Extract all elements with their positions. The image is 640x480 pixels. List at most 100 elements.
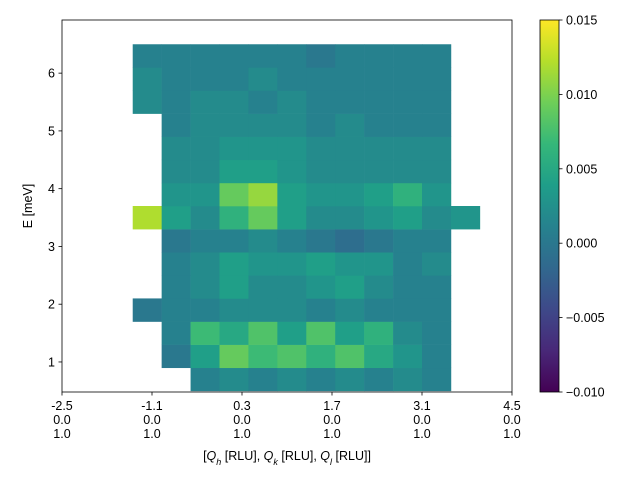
heatmap-cell	[161, 44, 191, 68]
heatmap-cell	[393, 252, 423, 276]
heatmap-cell	[422, 159, 452, 184]
x-axis-label: [Qh [RLU], Qk [RLU], Ql [RLU]]	[203, 449, 371, 467]
heatmap-cell	[364, 182, 394, 207]
heatmap-cell	[335, 136, 365, 161]
heatmap-cell	[190, 136, 220, 161]
x-tick-label: 1.0	[53, 427, 70, 441]
heatmap-cell	[422, 344, 452, 369]
heatmap-cell	[161, 298, 191, 322]
heatmap-cell	[364, 113, 394, 137]
heatmap-cell	[161, 275, 191, 299]
x-axis-label-part: Q	[320, 449, 330, 463]
heatmap-cell	[161, 252, 191, 276]
heatmap-cell	[450, 206, 481, 230]
heatmap-cell	[190, 90, 220, 114]
heatmap-cell	[190, 206, 220, 230]
heatmap-cell	[190, 182, 220, 207]
x-axis-label-part: l	[330, 457, 333, 467]
heatmap-cell	[364, 44, 394, 68]
axes-frame	[61, 19, 513, 393]
y-tick-label: 4	[48, 182, 55, 196]
heatmap-cell	[277, 67, 307, 91]
heatmap-cell	[190, 275, 220, 299]
heatmap-cell	[306, 275, 336, 299]
heatmap-cell	[306, 321, 336, 345]
x-axis-label-part: [RLU],	[221, 449, 263, 463]
heatmap-cell	[277, 275, 307, 299]
heatmap-cell	[306, 344, 336, 369]
heatmap-cell	[306, 206, 336, 230]
x-tick-label: 0.0	[503, 413, 520, 427]
heatmap-cell	[248, 90, 278, 114]
heatmap-cell	[219, 136, 249, 161]
heatmap-cell	[422, 113, 452, 137]
colorbar-tick-label: −0.010	[566, 386, 605, 400]
heatmap-cell	[364, 275, 394, 299]
colorbar-tick-label: −0.005	[566, 311, 605, 325]
heatmap-cell	[364, 67, 394, 91]
heatmap-cell	[364, 252, 394, 276]
heatmap-cell	[393, 298, 423, 322]
heatmap-cell	[335, 206, 365, 230]
heatmap-cell	[219, 159, 249, 184]
heatmap-cell	[248, 229, 278, 253]
heatmap-cell	[219, 367, 249, 392]
heatmap-cell	[219, 252, 249, 276]
x-axis-label-part: Q	[264, 449, 274, 463]
heatmap-cell	[132, 67, 162, 91]
heatmap-cell	[277, 44, 307, 68]
heatmap-cell	[132, 298, 162, 322]
x-tick-label: 3.1	[413, 399, 430, 413]
x-tick-label: 1.0	[233, 427, 250, 441]
x-axis-label-part: Q	[207, 449, 217, 463]
heatmap-cell	[306, 182, 336, 207]
x-tick-label: 0.0	[413, 413, 430, 427]
heatmap-cell	[132, 90, 162, 114]
x-tick-label: 1.0	[143, 427, 160, 441]
heatmap-cell	[364, 136, 394, 161]
heatmap-cell	[393, 90, 423, 114]
heatmap-cell	[306, 44, 336, 68]
heatmap-cell	[364, 367, 394, 392]
x-tick-label: -2.5	[51, 399, 73, 413]
heatmap-cell	[335, 67, 365, 91]
heatmap-cell	[335, 90, 365, 114]
heatmap-cell	[335, 367, 365, 392]
heatmap-cell	[422, 321, 452, 345]
heatmap-cell	[219, 298, 249, 322]
heatmap-cell	[306, 136, 336, 161]
heatmap-cell	[161, 136, 191, 161]
x-tick-label: -1.1	[141, 399, 163, 413]
heatmap-cell	[277, 367, 307, 392]
heatmap-cell	[248, 159, 278, 184]
heatmap-cell	[248, 136, 278, 161]
heatmap-cell	[393, 182, 423, 207]
heatmap-cell	[277, 321, 307, 345]
heatmap-cell	[277, 182, 307, 207]
colorbar-tick-label: 0.010	[566, 88, 597, 102]
heatmap-cell	[277, 344, 307, 369]
heatmap-cell	[161, 206, 191, 230]
x-tick-label: 1.0	[503, 427, 520, 441]
heatmap-cell	[393, 136, 423, 161]
heatmap-cell	[364, 90, 394, 114]
heatmap-cell	[422, 275, 452, 299]
x-tick-label: 0.0	[233, 413, 250, 427]
heatmap-cell	[248, 252, 278, 276]
heatmap-cell	[422, 298, 452, 322]
heatmap-cell	[219, 44, 249, 68]
x-tick-label: 0.3	[233, 399, 250, 413]
heatmap-cell	[364, 229, 394, 253]
heatmap-cell	[190, 113, 220, 137]
heatmap-cell	[219, 229, 249, 253]
heatmap-cell	[161, 321, 191, 345]
heatmap-cell	[190, 298, 220, 322]
y-tick-label: 2	[48, 298, 55, 312]
heatmap-cell	[190, 367, 220, 392]
y-tick-label: 1	[48, 355, 55, 369]
heatmap-cell	[248, 298, 278, 322]
y-tick-label: 6	[48, 67, 55, 81]
heatmap-cell	[277, 298, 307, 322]
x-axis-label-part: [	[203, 449, 207, 463]
heatmap-cell	[335, 44, 365, 68]
